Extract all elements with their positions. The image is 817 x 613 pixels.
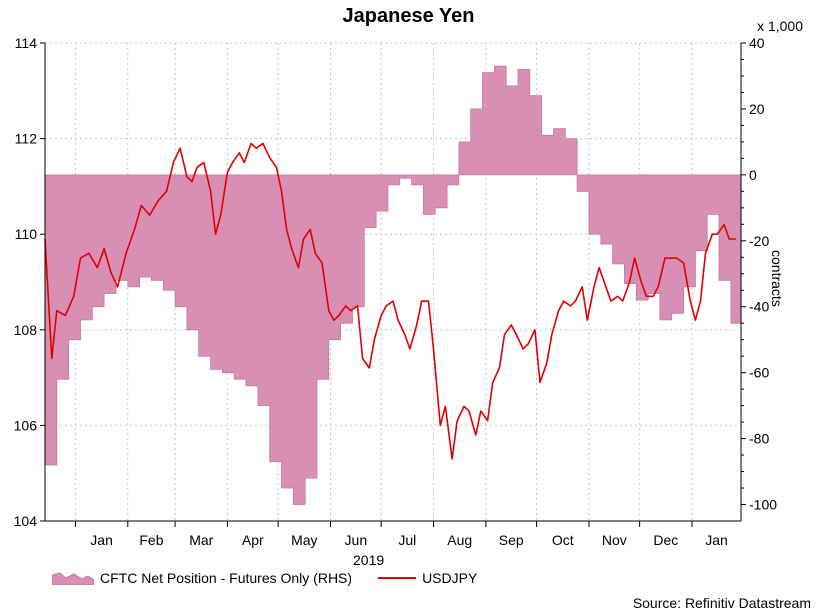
legend-label-cftc: CFTC Net Position - Futures Only (RHS)	[100, 570, 353, 586]
x-tick-label: Apr	[242, 532, 264, 548]
usdjpy-line-series	[44, 142, 736, 460]
right-y-tick-label: -80	[749, 431, 769, 447]
axes: 104 106 108 110 112 114 40 20 0 -20 -40 -60 -80 -100 J…	[14, 35, 778, 548]
legend-line-swatch	[378, 577, 417, 579]
left-y-tick-label: 110	[15, 226, 38, 242]
x-tick-label: Nov	[602, 532, 627, 548]
right-y-tick-label: 40	[749, 35, 765, 51]
right-y-tick-label: -60	[749, 365, 769, 381]
x-tick-label: Jul	[398, 532, 416, 548]
x-tick-label: Sep	[499, 532, 524, 548]
x-tick-label: May	[291, 532, 317, 548]
left-y-tick-label: 104	[14, 513, 38, 529]
legend-item-usdjpy: USDJPY	[378, 570, 477, 586]
usdjpy-line	[44, 142, 736, 460]
left-y-tick-label: 106	[14, 417, 38, 433]
x-tick-label: Dec	[653, 532, 678, 548]
right-y-tick-label: 20	[749, 101, 765, 117]
cftc-area	[44, 65, 742, 505]
legend-item-cftc: CFTC Net Position - Futures Only (RHS)	[51, 570, 353, 586]
x-tick-label: Feb	[139, 532, 163, 548]
right-axis-unit: x 1,000	[757, 18, 803, 34]
x-axis-title: 2019	[353, 552, 385, 568]
left-y-tick-label: 112	[15, 131, 38, 147]
cftc-area-series	[44, 65, 742, 505]
x-tick-label: Oct	[552, 532, 574, 548]
legend-label-usdjpy: USDJPY	[422, 570, 478, 586]
right-y-tick-label: -40	[749, 299, 769, 315]
x-tick-label: Jun	[345, 532, 368, 548]
right-y-tick-label: 0	[749, 167, 757, 183]
legend: CFTC Net Position - Futures Only (RHS) U…	[51, 570, 503, 586]
x-tick-label: Jan	[705, 532, 728, 548]
right-y-tick-label: -100	[749, 497, 777, 513]
chart-title: Japanese Yen	[342, 5, 475, 27]
x-tick-label: Jan	[90, 532, 113, 548]
x-tick-label: Mar	[189, 532, 213, 548]
legend-area-swatch	[51, 571, 95, 586]
x-tick-label: Aug	[447, 532, 472, 548]
left-y-tick-label: 108	[14, 322, 38, 338]
source-note: Source: Refinitiv Datastream	[632, 595, 811, 611]
left-y-tick-label: 114	[15, 35, 38, 51]
right-y-tick-label: -20	[749, 233, 769, 249]
